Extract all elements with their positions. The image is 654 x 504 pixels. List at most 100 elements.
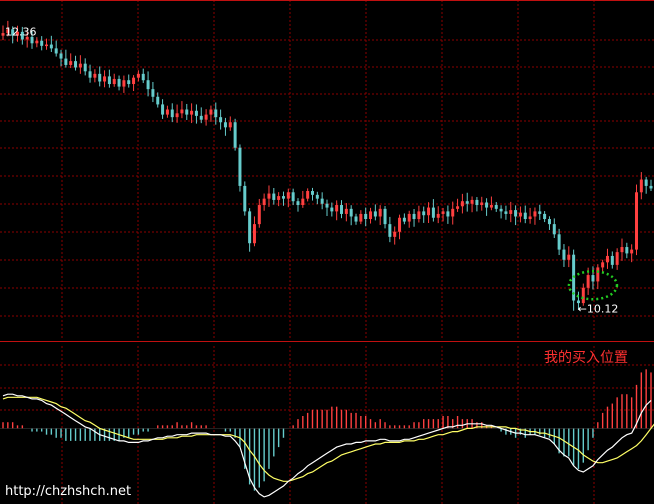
dea-line — [2, 396, 654, 482]
candle-body — [185, 109, 189, 115]
candle-body — [335, 205, 339, 212]
candle-body — [306, 191, 310, 199]
candle-body — [518, 212, 522, 217]
candle-body — [465, 201, 469, 204]
candle-body — [35, 40, 39, 44]
buy-position-ellipse — [567, 269, 619, 301]
candle-body — [625, 247, 629, 254]
candle-body — [630, 249, 634, 254]
candle-body — [373, 211, 377, 217]
candle-body — [262, 198, 266, 206]
low-price-label: ←10.12 — [578, 303, 619, 316]
candle-body — [272, 193, 276, 200]
candle-body — [219, 117, 223, 123]
candle-body — [223, 122, 227, 128]
candle-body — [552, 224, 556, 235]
macd-lines — [2, 393, 654, 498]
candle-body — [209, 109, 213, 115]
candle-body — [88, 71, 92, 78]
macd-histogram — [0, 369, 654, 491]
candle-body — [301, 198, 305, 206]
candle-body — [103, 76, 107, 82]
candle-body — [567, 254, 571, 260]
candle-body — [451, 208, 455, 217]
candle-body — [436, 213, 440, 218]
candle-body — [514, 210, 518, 217]
candle-body — [620, 247, 624, 253]
candle-body — [533, 211, 537, 217]
candle-body — [615, 252, 619, 265]
watermark-text: http://chzhshch.net — [5, 484, 131, 499]
candle-body — [248, 211, 252, 244]
candle-body — [156, 96, 160, 105]
candle-body — [30, 36, 34, 44]
candle-body — [277, 196, 281, 200]
candle-body — [146, 80, 150, 90]
candle-body — [204, 114, 208, 120]
candle-body — [194, 110, 198, 116]
candle-body — [252, 224, 256, 244]
candle-body — [354, 216, 358, 222]
candle-body — [509, 210, 513, 214]
candle-body — [547, 219, 551, 225]
candle-body — [557, 234, 561, 250]
candle-body — [591, 275, 595, 282]
candle-body — [20, 31, 24, 40]
high-price-label: 12.36 — [5, 25, 37, 38]
candle-body — [644, 179, 648, 186]
candle-body — [572, 254, 576, 301]
candle-body — [59, 53, 63, 59]
candle-body — [605, 255, 609, 263]
candle-body — [417, 211, 421, 220]
candle-body — [107, 76, 111, 85]
candle-body — [214, 109, 218, 118]
candle-body — [422, 211, 426, 216]
candle-body — [639, 179, 643, 193]
candle-body — [494, 205, 498, 209]
candle-body — [388, 224, 392, 237]
candle-body — [64, 58, 68, 65]
candle-body — [112, 78, 116, 85]
candle-body — [175, 113, 179, 118]
candle-body — [136, 73, 140, 78]
candle-body — [330, 207, 334, 212]
candle-body — [170, 109, 174, 118]
candle-body — [132, 77, 136, 85]
candle-body — [16, 31, 20, 36]
candle-body — [402, 217, 406, 222]
candle-body — [489, 205, 493, 208]
candle-body — [446, 211, 450, 217]
candle-body — [407, 213, 411, 222]
candle-body — [364, 213, 368, 220]
candle-body — [320, 198, 324, 204]
candle-body — [470, 199, 474, 204]
candle-body — [499, 208, 503, 212]
candle-body — [427, 207, 431, 216]
candle-body — [504, 211, 508, 214]
candle-body — [649, 185, 653, 189]
candle-body — [456, 206, 460, 209]
candle-body — [257, 205, 261, 225]
candle-body — [576, 300, 580, 304]
candle-body — [475, 199, 479, 206]
buy-position-annotation: 我的买入位置 — [544, 350, 628, 366]
candle-body — [480, 202, 484, 206]
candle-body — [98, 73, 102, 82]
candle-body — [315, 194, 319, 199]
candle-body — [127, 80, 131, 85]
candle-body — [523, 212, 527, 220]
candle-body — [383, 208, 387, 225]
candle-body — [601, 262, 605, 268]
candle-body — [117, 78, 121, 87]
candle-body — [398, 217, 402, 232]
candle-body — [586, 275, 590, 288]
candle-body — [596, 267, 600, 282]
dif-line — [2, 393, 652, 498]
candle-body — [122, 80, 126, 87]
candle-body — [543, 213, 547, 220]
candle-body — [11, 29, 15, 36]
candle-body — [238, 147, 242, 186]
candle-body — [1, 33, 5, 36]
candle-body — [431, 207, 435, 218]
candle-body — [378, 208, 382, 217]
